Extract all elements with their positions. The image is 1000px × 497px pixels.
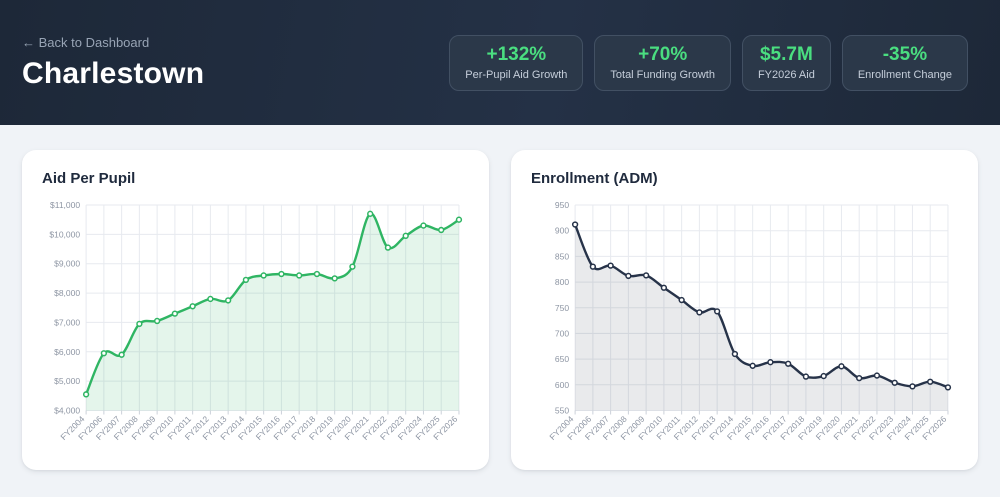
back-arrow-icon: ← xyxy=(22,35,35,50)
enrollment-chart: 550600650700750800850900950FY2004FY2006F… xyxy=(547,200,952,442)
aid-per-pupil-card: Aid Per Pupil $4,000 $5,000 $6,000 $7,000 $8… xyxy=(22,150,489,470)
svg-text:$4,000: $4,000 xyxy=(54,405,80,415)
stat-label: Per-Pupil Aid Growth xyxy=(465,68,568,81)
svg-text:$11,000: $11,000 xyxy=(50,200,80,210)
stat-value: +132% xyxy=(486,43,547,65)
stat-card-enrollment-change: -35% Enrollment Change xyxy=(841,34,968,91)
aid-per-pupil-chart: $4,000 $5,000 $6,000 $7,000 $8,000 $9,000 $10,… xyxy=(49,200,463,442)
stat-card-fy2026-aid: $5.7M FY2026 Aid xyxy=(741,34,831,91)
charts-area: Aid Per Pupil $4,000 $5,000 $6,000 $7,000 $8… xyxy=(0,125,1000,470)
stat-label: FY2026 Aid xyxy=(757,68,815,81)
svg-text:850: 850 xyxy=(555,251,569,261)
svg-text:550: 550 xyxy=(555,405,569,415)
stat-value: $5.7M xyxy=(759,43,813,65)
enrollment-chart-title: Enrollment (ADM) xyxy=(531,170,658,187)
header-left: ← Back to Dashboard Charlestown xyxy=(22,34,204,91)
stat-label: Total Funding Growth xyxy=(610,68,715,81)
svg-text:700: 700 xyxy=(555,328,569,338)
aid-per-pupil-chart-title: Aid Per Pupil xyxy=(42,170,136,187)
svg-text:650: 650 xyxy=(555,354,569,364)
svg-text:750: 750 xyxy=(555,303,569,313)
stat-value: -35% xyxy=(882,43,928,65)
back-to-dashboard-link[interactable]: ← Back to Dashboard xyxy=(22,35,149,50)
page-title: Charlestown xyxy=(22,57,205,90)
stat-card-per-pupil-aid-growth: +132% Per-Pupil Aid Growth xyxy=(449,34,584,91)
stat-label: Enrollment Change xyxy=(857,68,952,81)
svg-text:$10,000: $10,000 xyxy=(49,229,80,239)
svg-text:$9,000: $9,000 xyxy=(54,259,80,269)
svg-text:950: 950 xyxy=(555,200,569,210)
back-link-label: Back to Dashboard xyxy=(38,35,150,50)
svg-text:600: 600 xyxy=(555,380,569,390)
svg-text:$5,000: $5,000 xyxy=(54,376,80,386)
svg-text:$8,000: $8,000 xyxy=(54,288,80,298)
svg-text:900: 900 xyxy=(555,226,569,236)
stat-card-total-funding-growth: +70% Total Funding Growth xyxy=(594,34,731,91)
stat-cards-row: +132% Per-Pupil Aid Growth +70% Total Fu… xyxy=(449,34,968,91)
enrollment-card: Enrollment (ADM) 550 600 650 700 750 800 850 90… xyxy=(511,150,978,470)
stat-value: +70% xyxy=(638,43,688,65)
svg-text:800: 800 xyxy=(555,277,569,287)
svg-text:$6,000: $6,000 xyxy=(54,347,80,357)
svg-text:$7,000: $7,000 xyxy=(54,317,80,327)
page-header: ← Back to Dashboard Charlestown +132% Pe… xyxy=(0,0,1000,125)
